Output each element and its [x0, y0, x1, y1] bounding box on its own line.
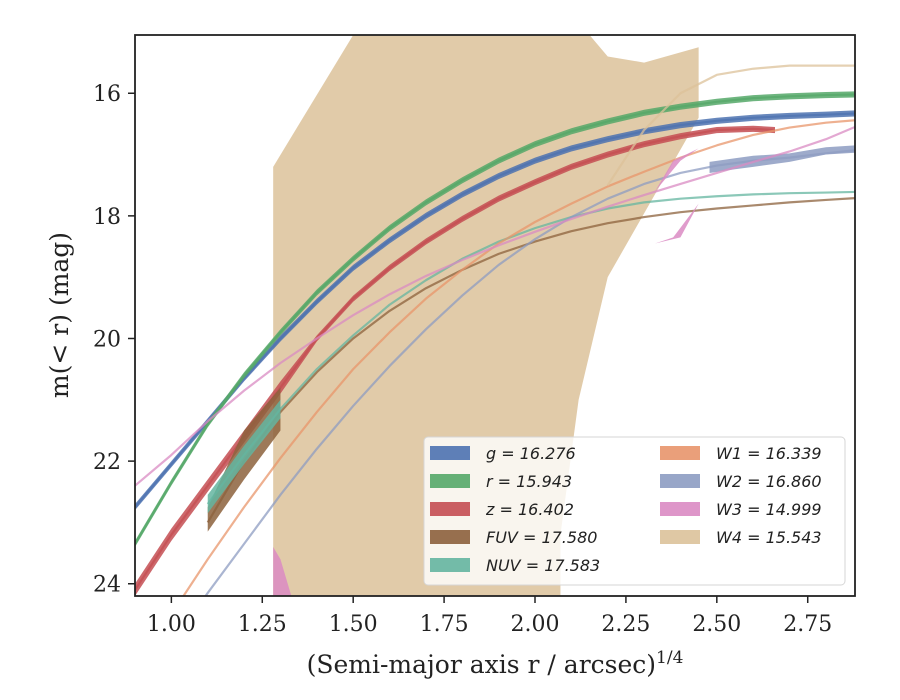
y-tick-label: 22 [93, 450, 121, 475]
legend-swatch [430, 446, 470, 460]
legend-label: g = 16.276 [486, 444, 576, 463]
x-axis-label-exponent: 1/4 [656, 648, 683, 668]
line-nuv [206, 190, 855, 505]
y-axis-label: m(< r) (mag) [45, 232, 74, 398]
legend-label: W2 = 16.860 [716, 472, 822, 491]
legend-swatch [430, 558, 470, 572]
legend-label: r = 15.943 [486, 472, 572, 491]
legend-label: W1 = 16.339 [716, 444, 822, 463]
x-tick-label: 2.50 [692, 612, 741, 637]
line-w2 [204, 149, 855, 596]
x-tick-label: 1.50 [329, 612, 378, 637]
y-tick-label: 20 [93, 327, 121, 352]
legend-label: FUV = 17.580 [486, 528, 597, 547]
legend-swatch [660, 474, 700, 488]
legend-box [423, 436, 846, 586]
x-tick-label: 2.75 [783, 612, 832, 637]
legend-label: W4 = 15.543 [716, 528, 822, 547]
x-axis-label: (Semi-major axis r / arcsec)1/4 [307, 648, 684, 679]
legend-swatch [430, 474, 470, 488]
band2-w3 [273, 546, 292, 596]
y-tick-label: 24 [93, 573, 121, 598]
legend-swatch [660, 530, 700, 544]
legend-swatch [660, 446, 700, 460]
x-tick-label: 1.75 [420, 612, 469, 637]
y-axis: 16 18 20 22 24 [93, 82, 135, 598]
line-w4 [606, 64, 855, 186]
x-axis-label-text: (Semi-major axis r / arcsec) [307, 650, 656, 679]
x-tick-label: 1.25 [238, 612, 287, 637]
legend: g = 16.276 r = 15.943 z = 16.402 FUV = 17.5… [423, 436, 846, 586]
legend-label: z = 16.402 [485, 500, 574, 519]
y-tick-label: 18 [93, 205, 121, 230]
x-tick-label: 1.00 [147, 612, 196, 637]
axes-frame [134, 34, 856, 597]
y-tick-label: 16 [93, 82, 121, 107]
legend-swatch [430, 502, 470, 516]
legend-swatch [430, 530, 470, 544]
x-axis: 1.00 1.25 1.50 1.75 2.00 2.25 2.50 2.75 [147, 596, 832, 637]
w4-envelope [273, 35, 699, 596]
line-w1 [182, 119, 855, 596]
line-g [135, 112, 855, 508]
plot-area [135, 35, 855, 596]
legend-label: W3 = 14.999 [716, 500, 822, 519]
legend-swatch [660, 502, 700, 516]
line-r [135, 93, 855, 545]
x-tick-label: 2.25 [601, 612, 650, 637]
line-fuv [206, 196, 855, 523]
x-tick-label: 2.00 [511, 612, 560, 637]
legend-label: NUV = 17.583 [486, 556, 600, 575]
line-w3 [135, 125, 855, 487]
